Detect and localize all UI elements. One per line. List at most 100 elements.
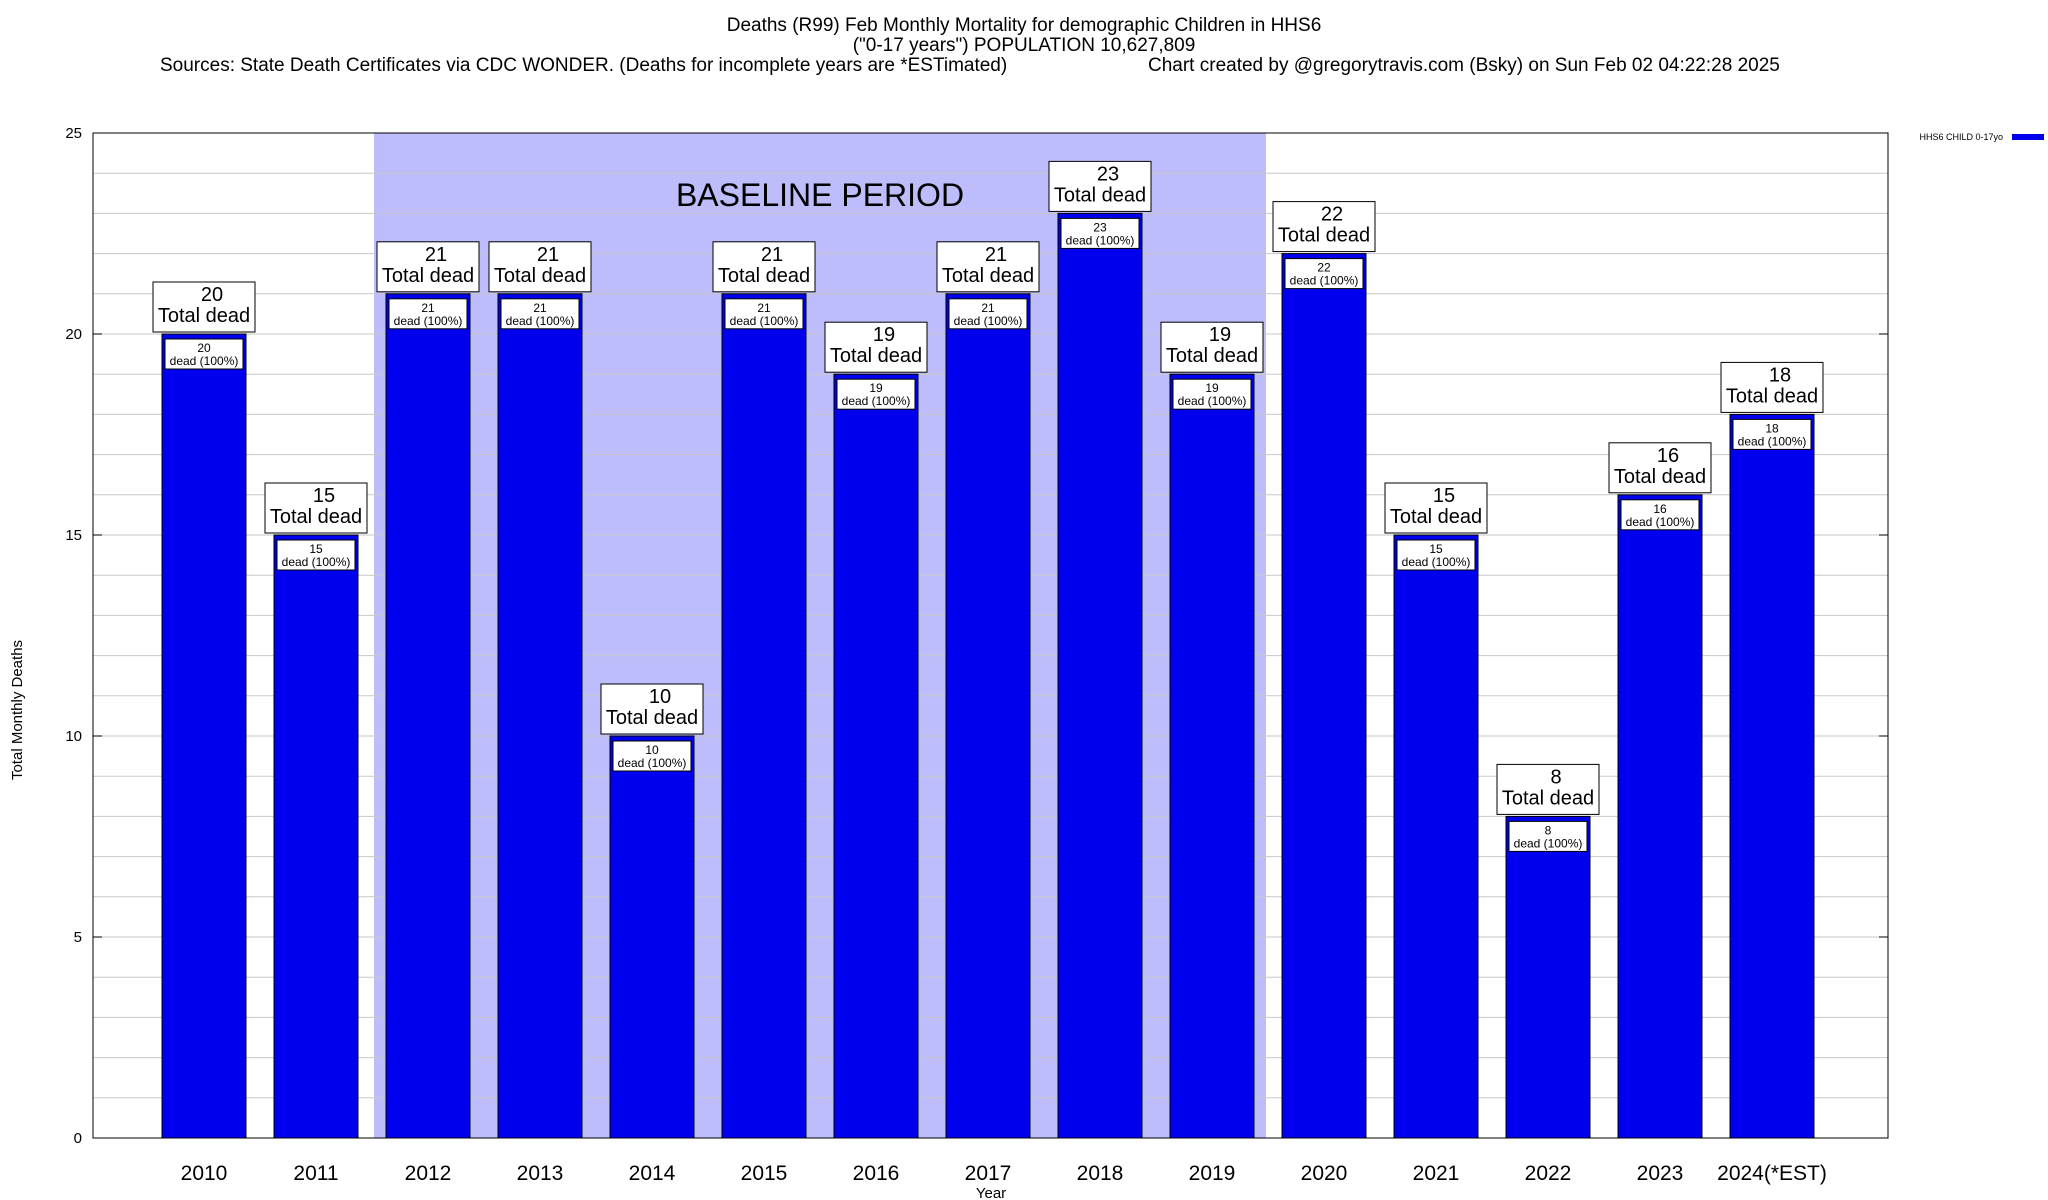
inner-label-text: dead (100%)	[954, 314, 1023, 328]
bar-2014	[609, 735, 695, 1139]
inner-label-text: dead (100%)	[1290, 274, 1359, 288]
x-tick-label: 2023	[1637, 1162, 1684, 1185]
x-tick-label: 2011	[293, 1162, 338, 1185]
inner-label-box	[1508, 820, 1588, 852]
total-label-box	[152, 281, 256, 333]
inner-label-box	[724, 298, 804, 330]
total-label-box	[1160, 321, 1264, 373]
inner-label-text: dead (100%)	[506, 314, 575, 328]
y-tick-label: 15	[65, 527, 82, 544]
total-label-value: 20	[201, 284, 223, 306]
total-label-box	[712, 241, 816, 293]
total-label-box	[824, 321, 928, 373]
inner-label-value: 19	[1205, 381, 1219, 395]
inner-label-box	[948, 298, 1028, 330]
inner-label-box	[276, 539, 356, 571]
total-label-text: Total dead	[1502, 787, 1594, 809]
chart-title-line-2: ("0-17 years") POPULATION 10,627,809	[853, 35, 1196, 56]
bar-2024(*EST)	[1729, 413, 1815, 1139]
inner-label-text: dead (100%)	[170, 354, 239, 368]
inner-label-box	[1732, 418, 1812, 450]
bar-2016	[833, 373, 919, 1139]
x-tick-label: 2022	[1525, 1162, 1572, 1185]
inner-label-text: dead (100%)	[1626, 515, 1695, 529]
inner-label-value: 23	[1093, 220, 1107, 234]
total-label-value: 16	[1657, 445, 1679, 467]
legend: HHS6 CHILD 0-17yo	[1919, 132, 2044, 142]
total-label-box	[264, 482, 368, 534]
bar-2010	[161, 333, 247, 1139]
total-label-box	[600, 683, 704, 735]
total-label-box	[1496, 763, 1600, 815]
inner-label-value: 15	[1429, 542, 1443, 556]
total-label-text: Total dead	[1054, 184, 1146, 206]
total-label-text: Total dead	[1614, 466, 1706, 488]
inner-label-text: dead (100%)	[618, 756, 687, 770]
total-label-value: 15	[1433, 485, 1455, 507]
total-label-value: 15	[313, 485, 335, 507]
y-tick-label: 20	[65, 326, 82, 343]
inner-label-value: 20	[197, 341, 211, 355]
plot-frame	[92, 132, 1889, 1139]
y-tick-label: 0	[74, 1130, 82, 1147]
total-label-text: Total dead	[382, 265, 474, 287]
inner-label-value: 21	[533, 301, 547, 315]
total-label-text: Total dead	[718, 265, 810, 287]
bar-2017	[945, 293, 1031, 1139]
inner-label-value: 21	[421, 301, 435, 315]
total-label-box	[1384, 482, 1488, 534]
total-label-text: Total dead	[1278, 225, 1370, 247]
total-label-value: 21	[425, 244, 447, 266]
inner-label-box	[1060, 217, 1140, 249]
total-label-value: 18	[1769, 364, 1791, 386]
inner-label-text: dead (100%)	[282, 555, 351, 569]
inner-label-text: dead (100%)	[730, 314, 799, 328]
inner-label-value: 19	[869, 381, 883, 395]
bar-2020	[1281, 253, 1367, 1139]
inner-label-text: dead (100%)	[1738, 434, 1807, 448]
inner-label-box	[1172, 378, 1252, 410]
x-tick-label: 2012	[405, 1162, 452, 1185]
total-label-value: 19	[1209, 324, 1231, 346]
x-tick-label: 2013	[517, 1162, 564, 1185]
inner-label-box	[164, 338, 244, 370]
inner-label-value: 16	[1653, 502, 1667, 516]
inner-label-value: 22	[1317, 261, 1331, 275]
x-tick-label: 2016	[853, 1162, 900, 1185]
inner-label-box	[1284, 258, 1364, 290]
inner-label-box	[612, 740, 692, 772]
x-tick-label: 2017	[965, 1162, 1012, 1185]
bar-2015	[721, 293, 807, 1139]
inner-label-text: dead (100%)	[842, 394, 911, 408]
x-tick-label: 2019	[1189, 1162, 1236, 1185]
inner-label-text: dead (100%)	[1178, 394, 1247, 408]
bar-2023	[1617, 494, 1703, 1139]
bar-2022	[1505, 815, 1591, 1139]
y-tick-label: 5	[74, 929, 82, 946]
total-label-text: Total dead	[270, 506, 362, 528]
x-axis-label: Year	[976, 1185, 1006, 1200]
y-tick-label: 25	[65, 125, 82, 142]
y-axis-label: Total Monthly Deaths	[9, 640, 26, 780]
chart-credit: Chart created by @gregorytravis.com (Bsk…	[1148, 55, 1780, 76]
legend-label: HHS6 CHILD 0-17yo	[1919, 132, 2003, 142]
x-tick-label: 2015	[741, 1162, 788, 1185]
inner-label-value: 21	[757, 301, 771, 315]
total-label-box	[488, 241, 592, 293]
total-label-text: Total dead	[1726, 385, 1818, 407]
inner-label-value: 21	[981, 301, 995, 315]
total-label-text: Total dead	[942, 265, 1034, 287]
total-label-text: Total dead	[606, 707, 698, 729]
x-tick-label: 2024(*EST)	[1717, 1162, 1827, 1185]
inner-label-box	[1396, 539, 1476, 571]
total-label-value: 21	[537, 244, 559, 266]
inner-label-box	[388, 298, 468, 330]
total-label-box	[1608, 442, 1712, 494]
total-label-text: Total dead	[830, 345, 922, 367]
bar-2018	[1057, 212, 1143, 1139]
total-label-text: Total dead	[494, 265, 586, 287]
inner-label-text: dead (100%)	[1402, 555, 1471, 569]
total-label-text: Total dead	[1390, 506, 1482, 528]
total-label-text: Total dead	[1166, 345, 1258, 367]
